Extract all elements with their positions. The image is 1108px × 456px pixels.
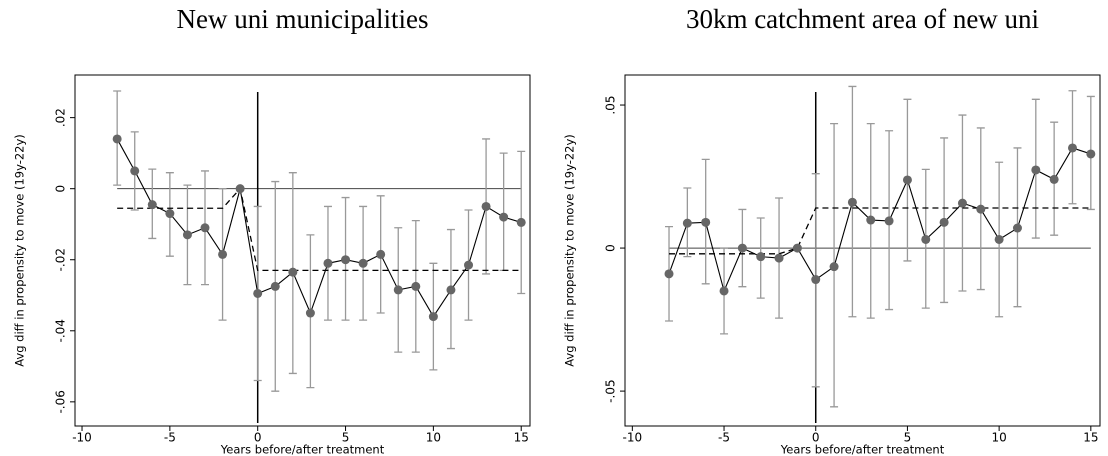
point (756, 252, 766, 262)
point (737, 243, 747, 253)
fitted-line (669, 207, 1091, 255)
y-axis-label: Avg diff in propensity to move (19y-22y) (563, 134, 577, 367)
point (200, 223, 210, 233)
x-tick-label: -5 (164, 431, 176, 445)
point (866, 215, 876, 225)
point (957, 198, 967, 208)
point (1031, 165, 1041, 175)
x-tick-label: 10 (426, 431, 441, 445)
x-tick-label: 0 (812, 431, 820, 445)
point (112, 134, 122, 144)
plot-frame (624, 74, 1101, 427)
point (393, 285, 403, 295)
point (664, 269, 674, 279)
point (464, 260, 474, 270)
x-tick-label: 5 (342, 431, 350, 445)
point (411, 281, 421, 291)
point (939, 217, 949, 227)
point (847, 197, 857, 207)
point (921, 234, 931, 244)
x-tick-label: 0 (254, 431, 262, 445)
y-tick-label: 0 (54, 185, 68, 193)
point (516, 217, 526, 227)
y-tick-label: -.04 (54, 319, 68, 342)
point (1012, 223, 1022, 233)
estimate-line (668, 147, 1092, 293)
point (130, 166, 140, 176)
y-tick-label: .05 (604, 95, 618, 114)
point (428, 312, 438, 322)
x-tick-label: 5 (904, 431, 912, 445)
point (902, 175, 912, 185)
point (323, 258, 333, 268)
x-tick-label: -10 (623, 431, 643, 445)
y-tick-label: -.02 (54, 248, 68, 271)
x-tick-label: -5 (718, 431, 730, 445)
y-axis-label: Avg diff in propensity to move (19y-22y) (13, 134, 27, 367)
plot-frame (74, 74, 531, 427)
point (829, 262, 839, 272)
point (811, 275, 821, 285)
estimate-line (116, 138, 522, 318)
point (774, 253, 784, 263)
x-tick-label: -10 (72, 431, 92, 445)
point (976, 204, 986, 214)
y-tick-label: .02 (54, 108, 68, 127)
point (446, 285, 456, 295)
y-tick-label: 0 (604, 244, 618, 252)
x-axis-label: Years before/after treatment (220, 443, 385, 456)
point (1086, 149, 1096, 159)
point (884, 216, 894, 226)
y-tick-label: -.06 (54, 390, 68, 413)
point (253, 288, 263, 298)
x-axis-label: Years before/after treatment (780, 443, 945, 456)
point (481, 201, 491, 211)
error-bar (499, 152, 508, 272)
point (288, 267, 298, 277)
point (792, 243, 802, 253)
x-tick-label: 15 (1083, 431, 1098, 445)
point (341, 255, 351, 265)
point (701, 217, 711, 227)
point (994, 234, 1004, 244)
point (182, 230, 192, 240)
point (358, 258, 368, 268)
y-tick-label: -.05 (604, 379, 618, 402)
point (165, 209, 175, 219)
point (376, 249, 386, 259)
x-tick-label: 15 (514, 431, 529, 445)
point (719, 286, 729, 296)
point (218, 249, 228, 259)
point (499, 212, 509, 222)
point (235, 184, 245, 194)
point (1049, 174, 1059, 184)
panel-title: New uni municipalities (177, 4, 429, 34)
point (270, 281, 280, 291)
panel-title: 30km catchment area of new uni (686, 4, 1039, 34)
point (1067, 143, 1077, 153)
point (305, 308, 315, 318)
fitted-line (117, 187, 522, 272)
point (147, 200, 157, 210)
point (682, 218, 692, 228)
x-tick-label: 10 (991, 431, 1006, 445)
